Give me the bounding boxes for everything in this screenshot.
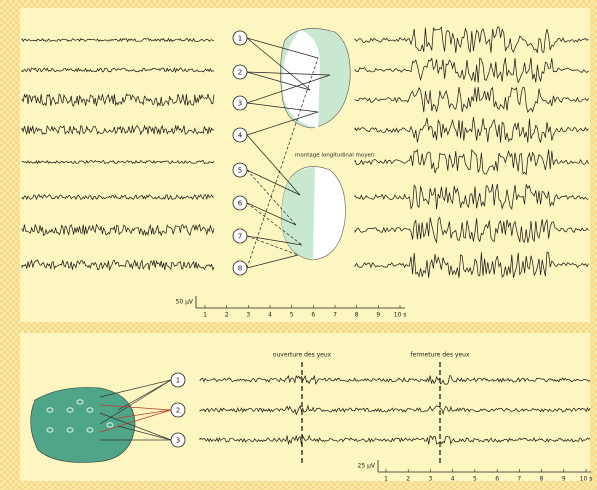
scale-tick-label: 8 (355, 312, 359, 319)
scale-tick-label: 3 (429, 476, 433, 483)
scale-tick-label: 7 (333, 312, 337, 319)
electrode-number: 5 (238, 167, 242, 175)
electrode-number: 1 (176, 377, 180, 385)
electrode-number: 2 (176, 407, 180, 415)
scale-tick-label: 5 (473, 476, 477, 483)
scale-tick-label: 5 (290, 312, 294, 319)
scale-tick-label: 3 (246, 312, 250, 319)
scale-tick-label: 8 (540, 476, 544, 483)
electrode-number: 7 (238, 233, 242, 241)
scale-tick-label: 9 (562, 476, 566, 483)
montage-label: montage longitudinal moyen (295, 153, 375, 159)
scale-tick-label: 10 s (580, 476, 593, 483)
electrode-number: 6 (238, 200, 243, 208)
electrode-number: 3 (238, 100, 242, 108)
scale-tick-label: 2 (406, 476, 410, 483)
scale-tick-label: 6 (495, 476, 499, 483)
electrode-number: 8 (238, 265, 242, 273)
event-label: ouverture des yeux (273, 352, 332, 359)
scale-amplitude: 50 µV (176, 299, 194, 306)
scale-tick-label: 2 (225, 312, 229, 319)
scale-tick-label: 6 (311, 312, 315, 319)
electrode-number: 3 (176, 437, 180, 445)
electrode-number: 4 (238, 132, 243, 140)
scale-tick-label: 4 (268, 312, 272, 319)
event-label: fermeture des yeux (411, 352, 470, 359)
head-left (31, 388, 135, 463)
scale-tick-label: 4 (451, 476, 455, 483)
electrode-number: 1 (238, 35, 242, 43)
scale-tick-label: 9 (376, 312, 380, 319)
electrode-number: 2 (238, 69, 242, 77)
screen: montage longitudinal moyen 1 2 3 4 5 6 7 8 50 µV… (0, 0, 597, 490)
scale-tick-label: 1 (384, 476, 388, 483)
scale-amplitude: 25 µV (358, 463, 376, 470)
scale-tick-label: 1 (203, 312, 207, 319)
scale-tick-label: 7 (517, 476, 521, 483)
scale-tick-label: 10 s (394, 312, 407, 319)
